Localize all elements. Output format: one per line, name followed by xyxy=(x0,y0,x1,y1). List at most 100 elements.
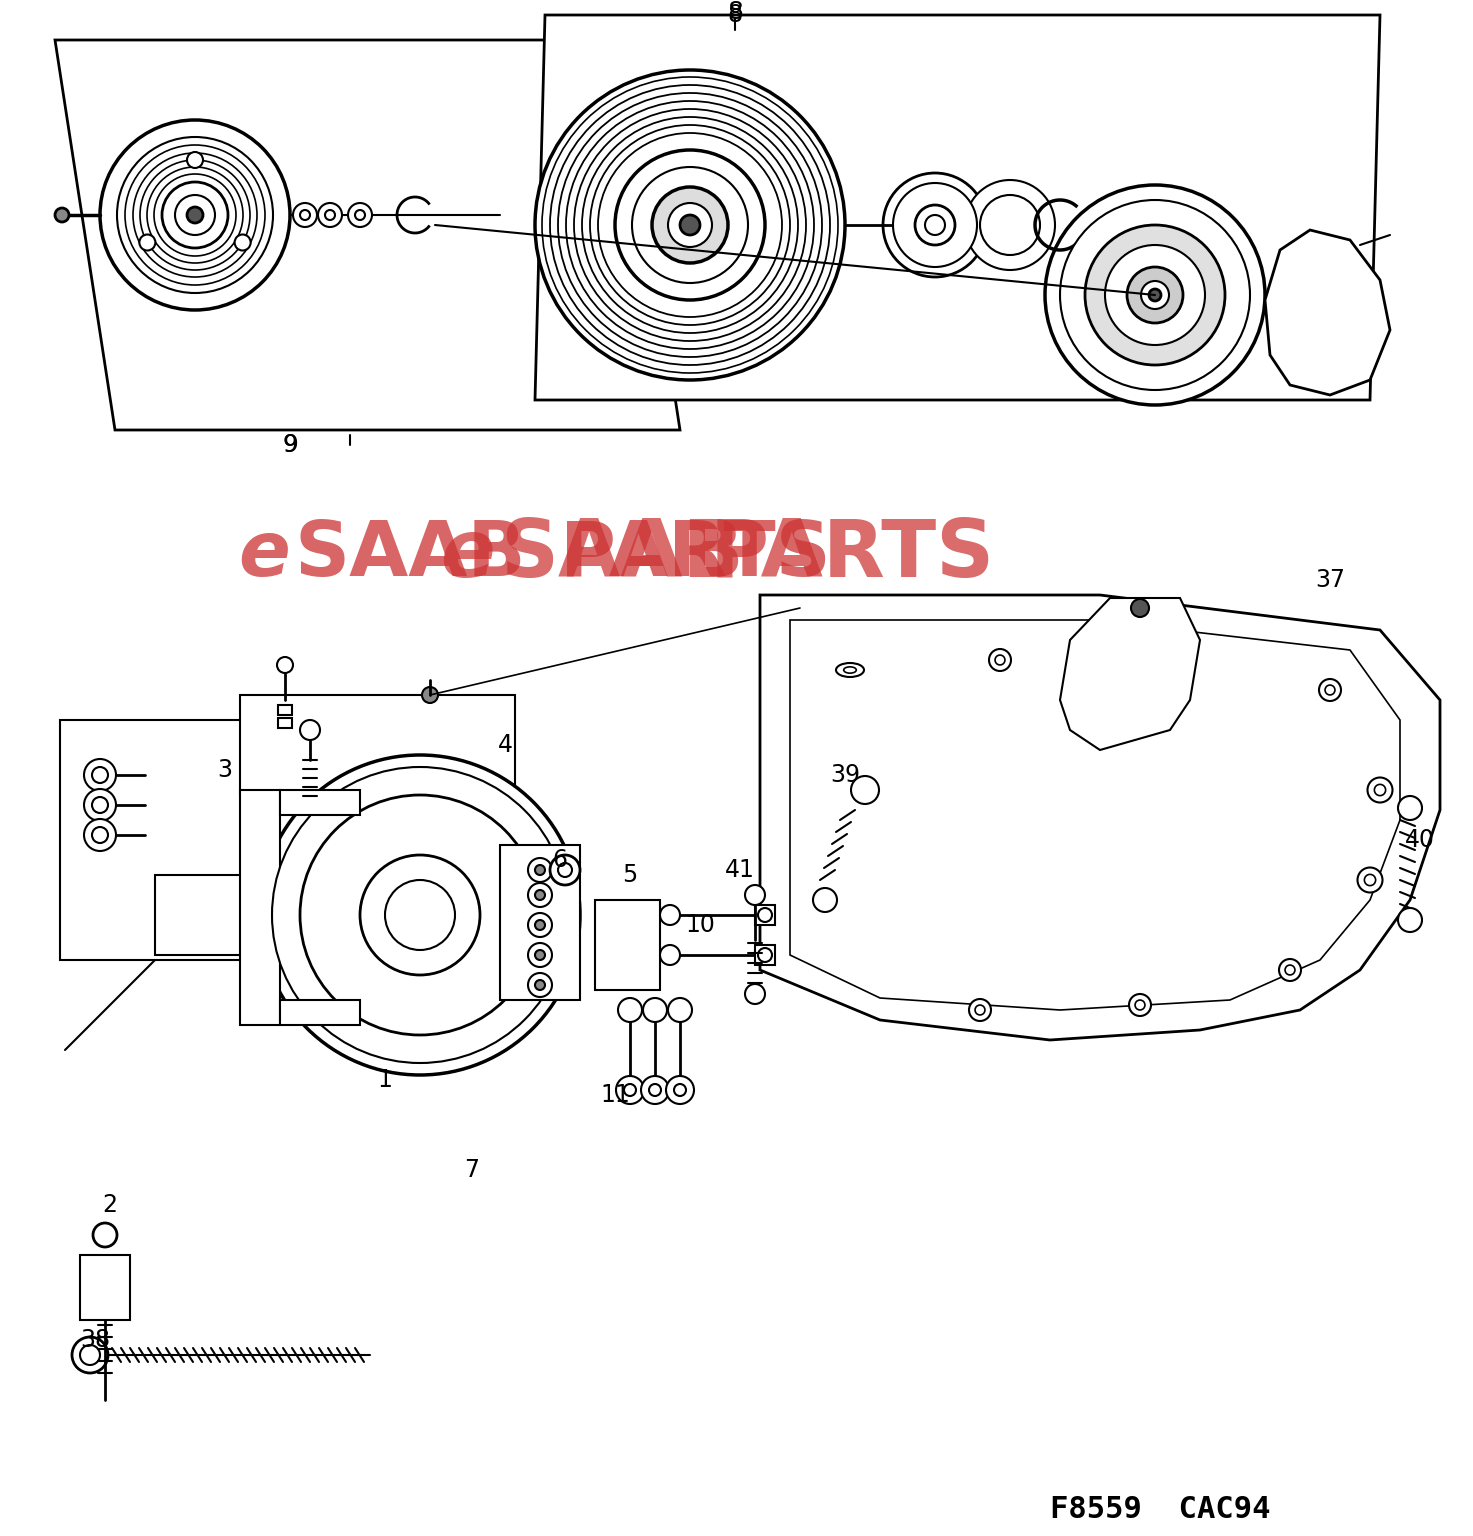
Circle shape xyxy=(745,885,764,905)
Circle shape xyxy=(598,134,782,316)
Polygon shape xyxy=(280,790,359,816)
Polygon shape xyxy=(278,705,292,714)
Circle shape xyxy=(84,759,116,791)
Polygon shape xyxy=(278,717,292,728)
Circle shape xyxy=(535,71,846,379)
Circle shape xyxy=(93,1223,116,1247)
Circle shape xyxy=(355,210,365,220)
Circle shape xyxy=(91,797,108,813)
Ellipse shape xyxy=(1358,868,1383,892)
Text: 11: 11 xyxy=(600,1083,630,1107)
Text: 40: 40 xyxy=(1405,828,1435,852)
Circle shape xyxy=(527,859,552,882)
Circle shape xyxy=(901,221,909,229)
Polygon shape xyxy=(55,40,681,430)
Circle shape xyxy=(300,210,309,220)
Circle shape xyxy=(566,101,815,349)
Circle shape xyxy=(535,980,545,991)
Circle shape xyxy=(359,856,480,975)
Polygon shape xyxy=(756,945,775,965)
Circle shape xyxy=(55,207,69,223)
Circle shape xyxy=(666,1077,694,1104)
Circle shape xyxy=(80,1346,100,1366)
Polygon shape xyxy=(155,876,245,955)
Circle shape xyxy=(421,687,437,703)
Circle shape xyxy=(100,120,290,310)
Circle shape xyxy=(277,657,293,673)
Text: 41: 41 xyxy=(725,859,756,882)
Circle shape xyxy=(535,889,545,900)
Circle shape xyxy=(147,167,243,263)
Circle shape xyxy=(527,972,552,997)
Circle shape xyxy=(300,796,541,1035)
Circle shape xyxy=(527,883,552,906)
Text: F8559  CAC94: F8559 CAC94 xyxy=(1050,1496,1271,1525)
Circle shape xyxy=(1044,184,1265,406)
Text: 9: 9 xyxy=(283,433,298,458)
Circle shape xyxy=(527,943,552,968)
Circle shape xyxy=(175,195,215,235)
Circle shape xyxy=(591,124,790,326)
Polygon shape xyxy=(535,15,1380,399)
Circle shape xyxy=(558,863,572,877)
Circle shape xyxy=(273,766,569,1063)
Text: 4: 4 xyxy=(498,733,513,757)
Circle shape xyxy=(261,756,580,1075)
Circle shape xyxy=(1149,289,1161,301)
Text: 7: 7 xyxy=(464,1158,480,1183)
Circle shape xyxy=(72,1336,108,1373)
Circle shape xyxy=(745,985,764,1005)
Circle shape xyxy=(759,948,772,962)
Ellipse shape xyxy=(1158,633,1183,657)
Text: 6: 6 xyxy=(552,848,567,872)
Circle shape xyxy=(234,235,250,250)
Text: 38: 38 xyxy=(80,1329,110,1352)
Text: 3: 3 xyxy=(218,757,233,782)
Circle shape xyxy=(632,167,748,283)
Circle shape xyxy=(140,235,155,250)
Circle shape xyxy=(535,949,545,960)
Circle shape xyxy=(574,109,806,341)
Text: 39: 39 xyxy=(829,763,860,786)
Circle shape xyxy=(667,998,692,1021)
Circle shape xyxy=(1142,281,1170,309)
Circle shape xyxy=(616,151,764,300)
Circle shape xyxy=(915,204,955,246)
Circle shape xyxy=(558,94,822,356)
Polygon shape xyxy=(595,900,660,991)
Circle shape xyxy=(925,215,946,235)
Circle shape xyxy=(1398,908,1421,932)
Circle shape xyxy=(1127,267,1183,323)
Text: e: e xyxy=(239,518,290,591)
Circle shape xyxy=(1105,246,1205,346)
Circle shape xyxy=(125,144,265,286)
Circle shape xyxy=(625,1084,636,1097)
Ellipse shape xyxy=(1136,1000,1145,1011)
Circle shape xyxy=(644,998,667,1021)
Text: 9: 9 xyxy=(281,433,298,458)
Polygon shape xyxy=(499,845,580,1000)
Circle shape xyxy=(549,84,829,366)
Circle shape xyxy=(980,195,1040,255)
Circle shape xyxy=(660,945,681,965)
Polygon shape xyxy=(240,790,280,1025)
Text: 37: 37 xyxy=(1315,568,1345,591)
Circle shape xyxy=(187,207,203,223)
Text: 8: 8 xyxy=(728,3,742,28)
Ellipse shape xyxy=(996,654,1005,665)
Text: 1: 1 xyxy=(377,1068,392,1092)
Ellipse shape xyxy=(1128,994,1150,1015)
Circle shape xyxy=(1086,224,1226,366)
Circle shape xyxy=(616,1077,644,1104)
Ellipse shape xyxy=(1367,777,1392,802)
Circle shape xyxy=(1131,599,1149,617)
Circle shape xyxy=(582,117,798,333)
Circle shape xyxy=(759,908,772,922)
Text: PARTS: PARTS xyxy=(560,518,831,591)
Circle shape xyxy=(140,160,250,270)
Ellipse shape xyxy=(1279,958,1301,982)
Circle shape xyxy=(527,912,552,937)
Polygon shape xyxy=(280,1000,359,1025)
Text: PARTS: PARTS xyxy=(710,516,996,594)
Ellipse shape xyxy=(844,667,856,673)
